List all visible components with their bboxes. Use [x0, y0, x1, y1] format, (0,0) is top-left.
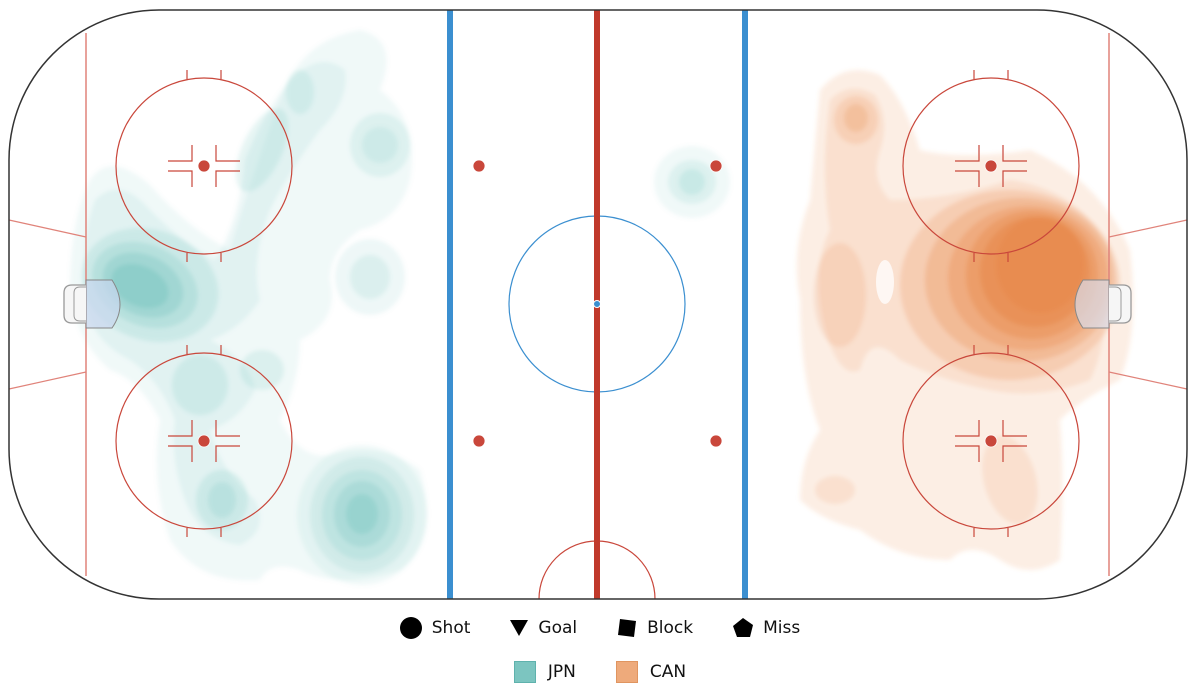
legend-label-can: CAN: [649, 662, 687, 682]
can-color-swatch: [615, 661, 638, 683]
legend-item-block[interactable]: Block: [617, 618, 693, 638]
legend-label-miss: Miss: [763, 618, 801, 638]
legend-label-shot: Shot: [431, 618, 471, 638]
legend-item-goal[interactable]: Goal: [510, 618, 577, 638]
left-blue-line: [447, 10, 453, 599]
faceoff-dots: [197, 159, 998, 448]
can-heatmap-gap: [876, 260, 894, 304]
trapezoid-lines: [8, 219, 1188, 390]
left-goal-net-inner: [73, 286, 86, 322]
legend-item-shot[interactable]: Shot: [399, 617, 471, 639]
circle-hash-marks: [186, 70, 1009, 537]
left-goal-net: [63, 284, 86, 324]
legend-item-miss[interactable]: Miss: [733, 618, 800, 638]
can-heatmap: [796, 70, 1134, 570]
right-blue-line: [742, 10, 748, 599]
jpn-heatmap: [70, 30, 730, 585]
legend-item-jpn[interactable]: JPN: [513, 661, 576, 683]
right-goal-net-inner: [1109, 286, 1122, 322]
team-legend: JPN CAN: [0, 658, 1200, 686]
left-goal-crease: [85, 279, 121, 329]
circle-icon: [399, 617, 422, 639]
legend-item-can[interactable]: CAN: [615, 661, 687, 683]
pentagon-icon: [733, 618, 754, 637]
triangle-down-icon: [510, 620, 529, 636]
hockey-rink-heatmap: [8, 9, 1188, 600]
faceoff-l-marks: [168, 145, 1027, 462]
rink-boards: [8, 9, 1188, 600]
event-type-legend: Shot Goal Block Miss: [0, 615, 1200, 641]
right-goal-crease: [1074, 279, 1110, 329]
center-faceoff-dot: [593, 300, 601, 308]
legend-label-block: Block: [647, 618, 694, 638]
jpn-color-swatch: [513, 661, 536, 683]
legend-label-jpn: JPN: [547, 662, 576, 682]
faceoff-circles: [115, 77, 1080, 530]
right-goal-net: [1109, 284, 1132, 324]
square-icon: [618, 619, 637, 637]
legend-label-goal: Goal: [538, 618, 578, 638]
